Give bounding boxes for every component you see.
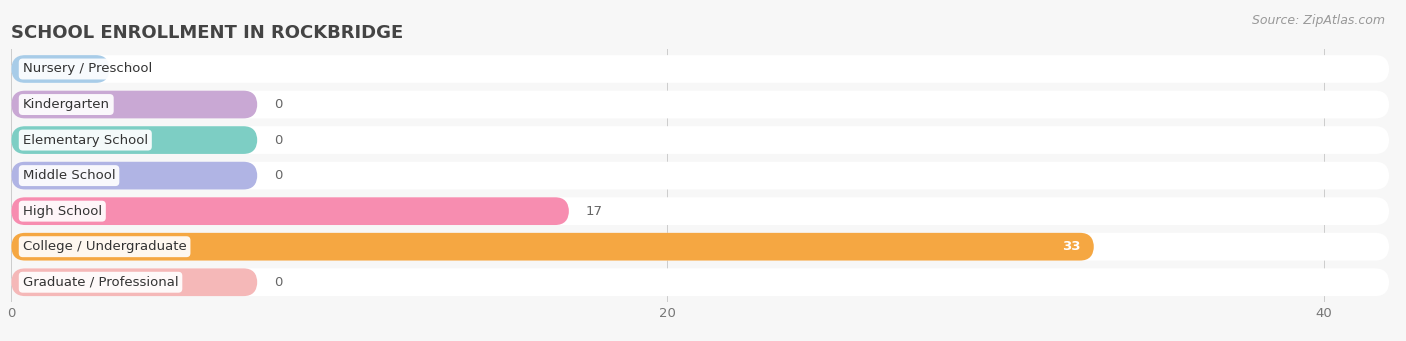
FancyBboxPatch shape: [11, 91, 1389, 118]
FancyBboxPatch shape: [11, 268, 257, 296]
FancyBboxPatch shape: [11, 91, 257, 118]
Text: 0: 0: [274, 169, 283, 182]
Text: Nursery / Preschool: Nursery / Preschool: [22, 62, 152, 75]
Text: SCHOOL ENROLLMENT IN ROCKBRIDGE: SCHOOL ENROLLMENT IN ROCKBRIDGE: [11, 24, 404, 42]
Text: 0: 0: [274, 134, 283, 147]
FancyBboxPatch shape: [11, 162, 1389, 190]
Text: 3: 3: [127, 62, 135, 75]
FancyBboxPatch shape: [11, 233, 1389, 261]
FancyBboxPatch shape: [11, 162, 257, 190]
FancyBboxPatch shape: [11, 55, 110, 83]
FancyBboxPatch shape: [11, 233, 1094, 261]
FancyBboxPatch shape: [11, 126, 1389, 154]
Text: Graduate / Professional: Graduate / Professional: [22, 276, 179, 289]
FancyBboxPatch shape: [11, 197, 1389, 225]
Text: 0: 0: [274, 276, 283, 289]
Text: Elementary School: Elementary School: [22, 134, 148, 147]
Text: 0: 0: [274, 98, 283, 111]
FancyBboxPatch shape: [11, 126, 257, 154]
Text: Middle School: Middle School: [22, 169, 115, 182]
Text: College / Undergraduate: College / Undergraduate: [22, 240, 187, 253]
FancyBboxPatch shape: [11, 268, 1389, 296]
FancyBboxPatch shape: [11, 55, 1389, 83]
Text: 17: 17: [585, 205, 602, 218]
Text: High School: High School: [22, 205, 101, 218]
Text: 33: 33: [1063, 240, 1081, 253]
FancyBboxPatch shape: [11, 197, 569, 225]
Text: Source: ZipAtlas.com: Source: ZipAtlas.com: [1251, 14, 1385, 27]
Text: Kindergarten: Kindergarten: [22, 98, 110, 111]
